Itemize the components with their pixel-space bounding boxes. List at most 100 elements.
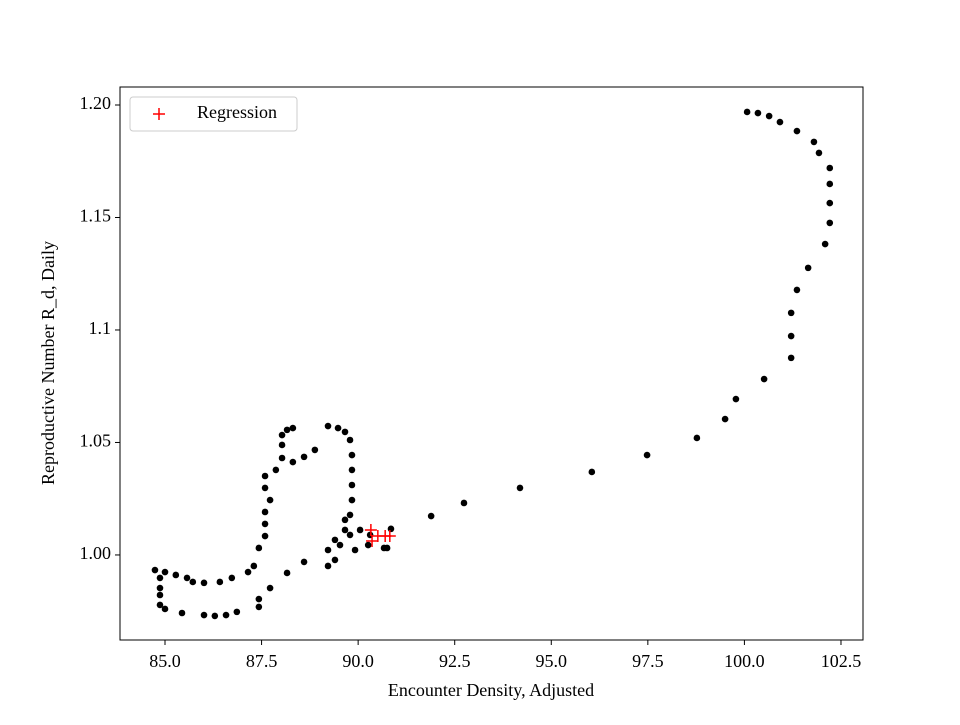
point <box>161 568 169 576</box>
point <box>300 453 308 461</box>
plot-frame <box>119 86 864 641</box>
point <box>341 516 349 524</box>
point <box>383 544 391 552</box>
point <box>366 535 379 548</box>
y-tick-label: 1.1 <box>89 318 112 338</box>
point <box>826 164 834 172</box>
point <box>516 484 524 492</box>
point <box>765 112 773 120</box>
point <box>324 562 332 570</box>
point <box>261 472 269 480</box>
x-tick-label: 92.5 <box>439 651 471 671</box>
point <box>178 609 186 617</box>
point <box>278 454 286 462</box>
point <box>233 608 241 616</box>
point <box>787 332 795 340</box>
point <box>351 546 359 554</box>
point <box>427 512 435 520</box>
point <box>278 441 286 449</box>
point <box>266 584 274 592</box>
point <box>261 520 269 528</box>
y-tick-label: 1.00 <box>80 543 112 563</box>
point <box>815 149 823 157</box>
point <box>189 578 197 586</box>
point <box>364 541 372 549</box>
point <box>776 118 784 126</box>
point <box>255 603 263 611</box>
point <box>754 109 762 117</box>
point <box>216 578 224 586</box>
point <box>732 395 740 403</box>
point <box>793 127 801 135</box>
point <box>826 219 834 227</box>
point <box>183 574 191 582</box>
point <box>787 309 795 317</box>
point <box>336 541 344 549</box>
point <box>346 511 354 519</box>
point <box>383 530 396 543</box>
point <box>356 526 364 534</box>
point <box>787 354 795 362</box>
point <box>821 240 829 248</box>
legend-marker <box>153 108 165 120</box>
point <box>331 556 339 564</box>
point <box>348 451 356 459</box>
point <box>346 436 354 444</box>
point <box>300 558 308 566</box>
x-tick-label: 87.5 <box>246 651 278 671</box>
x-tick-label: 95.0 <box>536 651 568 671</box>
point <box>156 601 164 609</box>
y-tick-label: 1.20 <box>80 93 112 113</box>
point <box>172 571 180 579</box>
legend-label: Regression <box>197 102 277 122</box>
point <box>460 499 468 507</box>
point <box>346 531 354 539</box>
point <box>324 422 332 430</box>
point <box>331 536 339 544</box>
point <box>324 546 332 554</box>
x-tick-label: 100.0 <box>724 651 765 671</box>
point <box>261 532 269 540</box>
point <box>200 611 208 619</box>
x-tick-label: 102.5 <box>821 651 862 671</box>
point <box>156 574 164 582</box>
y-tick-label: 1.15 <box>80 206 112 226</box>
point <box>760 375 768 383</box>
point <box>348 466 356 474</box>
point <box>266 496 274 504</box>
point <box>588 468 596 476</box>
point <box>222 611 230 619</box>
point <box>364 523 377 536</box>
point <box>244 568 252 576</box>
point <box>161 605 169 613</box>
point <box>278 431 286 439</box>
point <box>804 264 812 272</box>
point <box>255 544 263 552</box>
point <box>793 286 801 294</box>
point <box>311 446 319 454</box>
point <box>334 424 342 432</box>
x-tick-label: 85.0 <box>149 651 181 671</box>
point <box>272 466 280 474</box>
point <box>810 138 818 146</box>
point <box>156 584 164 592</box>
point <box>743 108 751 116</box>
y-tick-label: 1.05 <box>80 431 112 451</box>
x-axis-label: Encounter Density, Adjusted <box>388 680 594 700</box>
point <box>211 612 219 620</box>
point <box>261 508 269 516</box>
point <box>255 595 263 603</box>
point <box>826 199 834 207</box>
point <box>250 562 258 570</box>
point <box>261 484 269 492</box>
y-axis-label: Reproductive Number R_d, Daily <box>38 241 58 485</box>
point <box>283 569 291 577</box>
point <box>826 180 834 188</box>
legend-box <box>129 96 298 132</box>
point <box>151 566 159 574</box>
point <box>200 579 208 587</box>
point <box>289 458 297 466</box>
x-tick-label: 97.5 <box>632 651 664 671</box>
point <box>228 574 236 582</box>
